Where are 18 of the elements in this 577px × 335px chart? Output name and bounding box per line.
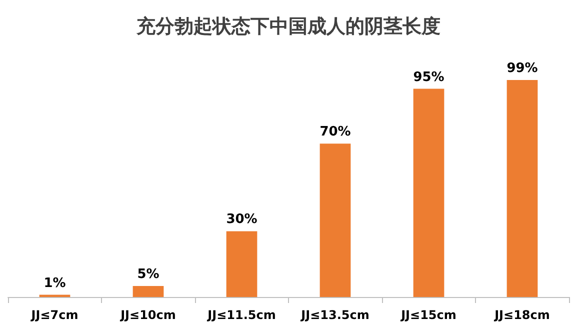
bar [320, 144, 351, 297]
bar [506, 80, 538, 297]
x-tick-label: JJ≤7cm [30, 308, 78, 322]
x-tick-label: JJ≤18cm [494, 308, 550, 322]
bar [132, 286, 164, 297]
chart-title: 充分勃起状态下中国成人的阴茎长度 [136, 16, 440, 38]
data-label: 95% [413, 70, 444, 85]
x-tick-label: JJ≤15cm [400, 308, 456, 322]
bar [413, 88, 444, 297]
data-label: 1% [44, 276, 66, 291]
x-tick-label: JJ≤13.5cm [300, 308, 370, 322]
x-tick-label: JJ≤10cm [120, 308, 176, 322]
data-label: 70% [320, 124, 351, 140]
bar [226, 231, 258, 297]
data-label: 99% [506, 61, 538, 76]
x-tick-label: JJ≤11.5cm [206, 308, 276, 322]
data-label: 5% [137, 267, 160, 282]
data-label: 30% [226, 212, 258, 228]
